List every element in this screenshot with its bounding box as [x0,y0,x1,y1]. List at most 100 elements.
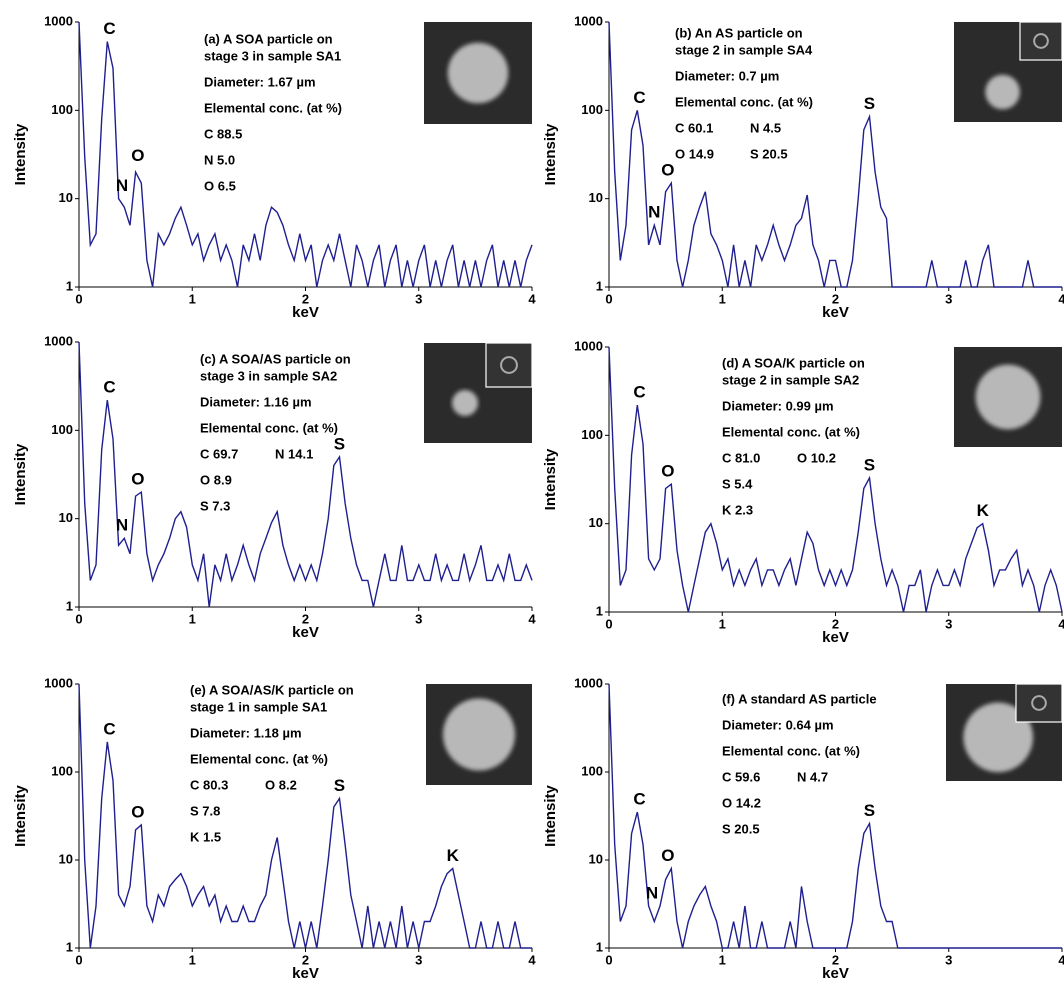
annotation: N 5.0 [204,152,235,167]
x-axis-label: keV [822,304,849,321]
x-tick-label: 3 [415,952,422,967]
annotation: stage 3 in sample SA2 [200,368,337,383]
peak-label: C [633,790,645,809]
peak-label: C [103,719,115,738]
peak-label: S [334,434,345,453]
x-axis-label: keV [292,965,319,982]
peak-label: O [131,470,144,489]
y-tick-label: 10 [589,515,603,530]
annotation: Diameter: 1.16 µm [200,394,312,409]
annotation: N 14.1 [275,446,313,461]
annotation: (f) A standard AS particle [722,691,877,706]
inset-particle [500,356,518,374]
annotation: S 20.5 [722,821,760,836]
sem-inset [1015,683,1063,723]
annotation: Elemental conc. (at %) [190,751,328,766]
annotation: Diameter: 1.67 µm [204,74,316,89]
x-tick-label: 0 [605,291,612,306]
y-tick-label: 1000 [574,675,603,690]
x-tick-label: 2 [832,616,839,631]
peak-label: C [103,19,115,38]
annotation: O 8.2 [265,777,297,792]
annotation: Diameter: 0.7 µm [675,68,779,83]
annotation: Elemental conc. (at %) [200,420,338,435]
y-tick-label: 100 [51,763,73,778]
annotation: N 4.7 [797,769,828,784]
y-tick-label: 1000 [574,13,603,28]
annotation: Diameter: 0.64 µm [722,717,834,732]
annotation: C 81.0 [722,450,760,465]
y-tick-label: 10 [589,851,603,866]
y-tick-label: 1000 [44,13,73,28]
x-tick-label: 3 [945,291,952,306]
x-tick-label: 0 [605,952,612,967]
y-tick-label: 1 [66,939,73,954]
annotation: (e) A SOA/AS/K particle on [190,682,354,697]
annotation: (b) An AS particle on [675,25,803,40]
peak-label: S [864,455,875,474]
y-tick-label: 1 [596,278,603,293]
x-axis-label: keV [292,304,319,321]
annotation: K 1.5 [190,829,221,844]
peak-label: S [864,94,875,113]
peak-label: K [447,846,460,865]
spectrum-line [608,683,1062,949]
x-tick-label: 4 [1058,616,1064,631]
x-tick-label: 2 [832,291,839,306]
annotation: Elemental conc. (at %) [722,424,860,439]
y-axis-label: Intensity [12,785,29,847]
annotation: O 10.2 [797,450,836,465]
annotation: Diameter: 1.18 µm [190,725,302,740]
annotation: (c) A SOA/AS particle on [200,351,351,366]
x-tick-label: 2 [302,611,309,626]
y-tick-label: 1000 [44,333,73,348]
annotation: C 59.6 [722,769,760,784]
x-tick-label: 1 [719,291,726,306]
annotation: O 14.2 [722,795,761,810]
peak-label: O [131,802,144,821]
x-tick-label: 2 [832,952,839,967]
peak-label: O [131,146,144,165]
particle [452,390,479,416]
sem-inset [485,342,533,388]
annotation: C 80.3 [190,777,228,792]
annotation: K 2.3 [722,502,753,517]
peak-label: N [646,883,658,902]
spectrum-line [78,341,533,608]
annotation: stage 2 in sample SA2 [722,372,859,387]
annotation: N 4.5 [750,120,781,135]
x-tick-label: 3 [945,616,952,631]
x-tick-label: 4 [1058,952,1064,967]
peak-label: K [977,501,990,520]
annotation: O 8.9 [200,472,232,487]
y-tick-label: 100 [51,102,73,117]
x-tick-label: 2 [302,291,309,306]
annotation: S 7.8 [190,803,220,818]
y-tick-label: 1 [66,598,73,613]
y-tick-label: 1000 [574,338,603,353]
annotation: O 6.5 [204,178,236,193]
sem-inset [1019,21,1063,61]
annotation: S 5.4 [722,476,753,491]
x-tick-label: 1 [719,952,726,967]
spectrum-line [608,346,1063,613]
peak-label: S [864,801,875,820]
annotation: C 60.1 [675,120,713,135]
y-axis-label: Intensity [542,123,559,185]
x-tick-label: 0 [75,291,82,306]
x-tick-label: 1 [189,952,196,967]
x-tick-label: 3 [415,611,422,626]
x-tick-label: 4 [528,611,536,626]
x-tick-label: 0 [75,611,82,626]
particle [985,74,1020,110]
inset-particle [1033,33,1049,49]
y-tick-label: 10 [59,510,73,525]
x-axis-label: keV [822,965,849,982]
peak-label: N [648,203,660,222]
